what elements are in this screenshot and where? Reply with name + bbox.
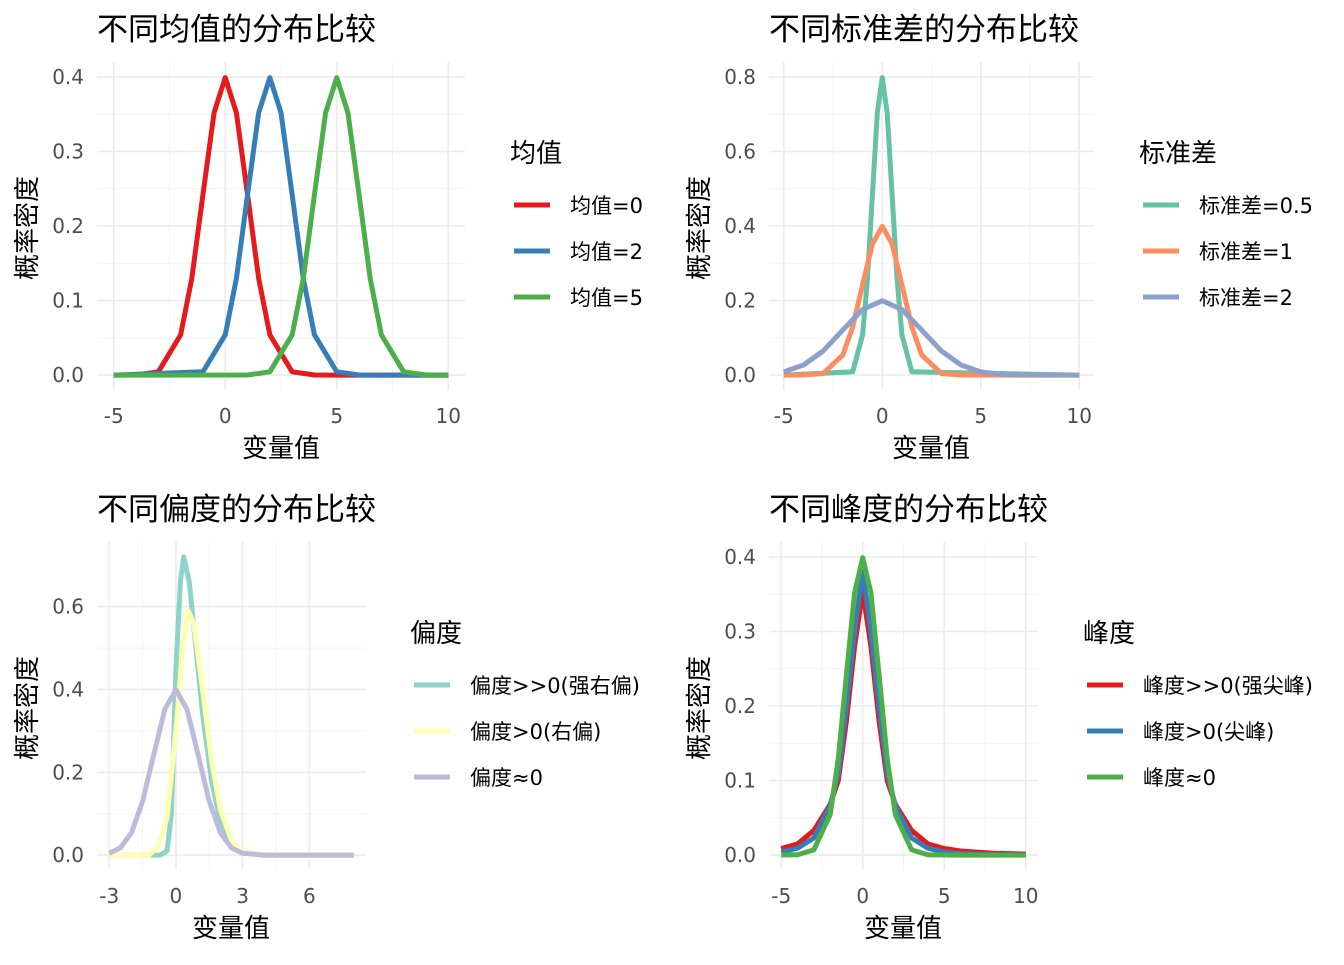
x-axis-title: 变量值 <box>242 434 320 464</box>
y-tick-label: 0.0 <box>52 363 84 387</box>
x-tick-label: 10 <box>1013 884 1038 908</box>
x-axis-title: 变量值 <box>892 434 970 464</box>
series-line-3 <box>781 555 1026 858</box>
x-tick-label: 5 <box>938 884 951 908</box>
plot-series <box>113 75 449 378</box>
chart-title: 不同标准差的分布比较 <box>769 12 1079 48</box>
plot-series <box>782 75 1080 378</box>
y-tick-label: 0.0 <box>52 843 84 867</box>
legend-label-2: 偏度>0(右偏) <box>470 720 601 744</box>
legend-title: 偏度 <box>410 619 462 649</box>
chart-panel-2: -5 0 5 100.00.20.40.60.8不同标准差的分布比较变量值概率密度标准… <box>685 12 1313 464</box>
y-tick-label: 0.2 <box>724 694 756 718</box>
x-tick-label: 10 <box>1067 404 1092 428</box>
series-line-2 <box>783 223 1080 378</box>
legend-label-1: 标准差=0.5 <box>1199 194 1313 218</box>
plot-series <box>780 555 1026 858</box>
series-line-3 <box>782 298 1080 378</box>
y-tick-label: 0.2 <box>52 214 84 238</box>
y-tick-label: 0.2 <box>724 289 756 313</box>
legend-title: 标准差 <box>1139 139 1217 169</box>
series-line-2 <box>780 569 1026 858</box>
y-tick-label: 0.8 <box>724 65 756 89</box>
y-tick-label: 0.4 <box>724 545 756 569</box>
y-tick-label: 0.4 <box>52 65 84 89</box>
chart-title: 不同偏度的分布比较 <box>97 492 376 528</box>
chart-title: 不同均值的分布比较 <box>97 12 376 48</box>
x-axis-title: 变量值 <box>192 914 270 944</box>
y-tick-label: 0.4 <box>52 677 84 701</box>
y-tick-label: 0.0 <box>724 363 756 387</box>
x-tick-label: -5 <box>774 404 794 428</box>
y-tick-label: 0.3 <box>52 139 84 163</box>
legend-label-3: 均值=5 <box>570 286 643 310</box>
legend-label-1: 均值=0 <box>570 194 643 218</box>
x-tick-label: 10 <box>436 404 461 428</box>
x-axis-title: 变量值 <box>864 914 942 944</box>
legend-label-2: 标准差=1 <box>1199 240 1293 264</box>
y-tick-label: 0.6 <box>52 595 84 619</box>
x-tick-label: 3 <box>236 884 249 908</box>
y-tick-label: 0.1 <box>724 769 756 793</box>
y-axis-title: 概率密度 <box>685 176 715 280</box>
x-tick-label: -3 <box>99 884 119 908</box>
x-tick-label: -5 <box>104 404 124 428</box>
legend-label-3: 偏度≈0 <box>470 766 543 790</box>
series-line-1 <box>783 75 1080 378</box>
x-tick-label: 0 <box>170 884 183 908</box>
legend-label-3: 峰度≈0 <box>1143 766 1216 790</box>
y-tick-label: 0.0 <box>724 843 756 867</box>
legend-label-1: 峰度>>0(强尖峰) <box>1143 674 1313 698</box>
series-line-3 <box>113 75 449 378</box>
y-axis-title: 概率密度 <box>685 656 715 760</box>
x-tick-label: 6 <box>303 884 316 908</box>
series-line-2 <box>109 608 354 858</box>
chart-title: 不同峰度的分布比较 <box>769 492 1048 528</box>
y-tick-label: 0.2 <box>52 760 84 784</box>
plot-series <box>108 554 354 858</box>
legend-label-2: 均值=2 <box>570 240 643 264</box>
plot-grid <box>97 542 366 870</box>
y-axis-title: 概率密度 <box>13 656 43 760</box>
y-tick-label: 0.4 <box>724 214 756 238</box>
y-tick-label: 0.3 <box>724 619 756 643</box>
series-line-1 <box>109 554 354 858</box>
chart-panel-4: -5 0 5 100.00.10.20.30.4不同峰度的分布比较变量值概率密度峰度峰… <box>685 492 1313 944</box>
y-axis-title: 概率密度 <box>13 176 43 280</box>
legend-title: 均值 <box>510 139 562 169</box>
series-line-3 <box>108 687 354 858</box>
x-tick-label: -5 <box>771 884 791 908</box>
legend-title: 峰度 <box>1083 619 1135 649</box>
x-tick-label: 0 <box>856 884 869 908</box>
x-tick-label: 5 <box>974 404 987 428</box>
legend-label-3: 标准差=2 <box>1199 286 1293 310</box>
series-line-2 <box>113 75 449 378</box>
series-line-1 <box>113 75 449 378</box>
x-tick-label: 5 <box>330 404 343 428</box>
chart-panel-1: -5 0 5 100.00.10.20.30.4不同均值的分布比较变量值概率密度均值均… <box>13 12 643 464</box>
x-tick-label: 0 <box>876 404 889 428</box>
y-tick-label: 0.6 <box>724 139 756 163</box>
legend-label-2: 峰度>0(尖峰) <box>1143 720 1274 744</box>
legend-label-1: 偏度>>0(强右偏) <box>470 674 640 698</box>
x-tick-label: 0 <box>219 404 232 428</box>
y-tick-label: 0.1 <box>52 289 84 313</box>
